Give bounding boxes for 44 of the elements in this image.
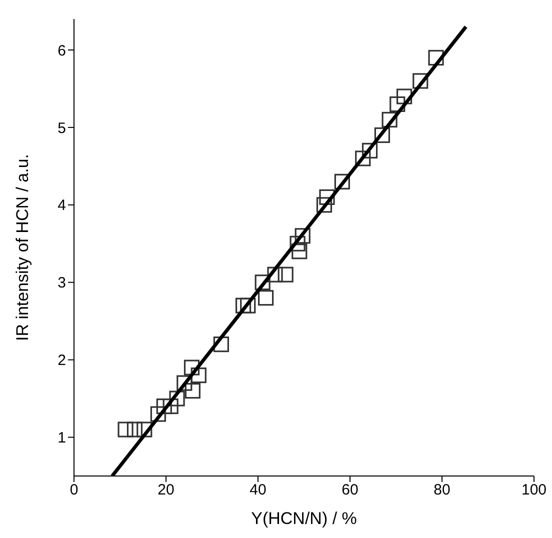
x-tick-label: 80 [434, 482, 450, 499]
point [319, 189, 335, 205]
point [355, 150, 371, 166]
y-axis-title: IR intensity of HCN / a.u. [13, 154, 32, 342]
point [150, 406, 166, 422]
point [162, 398, 178, 414]
point [213, 336, 229, 352]
point [126, 422, 143, 438]
point [374, 127, 390, 143]
x-tick-label: 40 [250, 482, 266, 499]
point [334, 174, 350, 190]
point [390, 96, 406, 112]
point [136, 422, 152, 438]
point [382, 112, 398, 128]
point [292, 244, 308, 260]
point [396, 88, 412, 104]
point [316, 197, 332, 213]
y-tick-label: 2 [58, 352, 66, 370]
point [278, 266, 294, 282]
y-tick-label: 6 [58, 42, 66, 60]
y-tick-label: 4 [58, 197, 66, 214]
y-tick-label: 1 [58, 430, 66, 447]
x-tick-label: 100 [521, 482, 547, 499]
point [190, 368, 206, 384]
point [169, 390, 185, 406]
x-tick-label: 60 [342, 482, 358, 499]
point [258, 290, 274, 306]
point [267, 266, 283, 282]
y-tick-label: 3 [58, 274, 66, 292]
point [294, 228, 310, 244]
point [240, 298, 256, 314]
point [412, 73, 428, 89]
point [428, 50, 444, 66]
x-tick-label: 0 [70, 482, 78, 499]
x-tick-label: 20 [158, 482, 174, 499]
point [176, 375, 192, 391]
point [362, 142, 378, 158]
point [254, 274, 270, 290]
point [184, 382, 200, 399]
y-tick-label: 5 [58, 120, 66, 137]
point [184, 360, 200, 376]
point [290, 236, 306, 252]
point [118, 422, 134, 438]
x-axis-title: Y(HCN/N) / % [251, 509, 357, 528]
